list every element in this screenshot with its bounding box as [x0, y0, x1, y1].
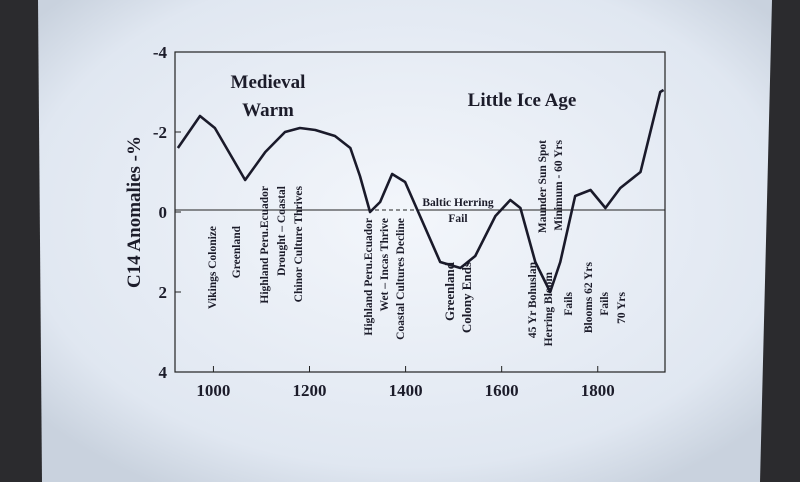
- event-note: 70 Yrs: [616, 291, 628, 323]
- y-tick-label: -4: [153, 43, 168, 62]
- y-tick-label: 4: [159, 363, 168, 382]
- annotation: Fail: [448, 213, 467, 225]
- event-note: Highland Peru.Ecuador: [259, 186, 271, 304]
- x-tick-label: 1200: [293, 381, 327, 400]
- event-note: 45 Yr Bohuslan: [527, 261, 539, 338]
- event-note: Wet – Incas Thrive: [379, 218, 391, 311]
- event-note: Greenland: [231, 225, 243, 278]
- event-note: Fails: [599, 291, 611, 315]
- y-axis-label: C14 Anomalies -%: [124, 136, 145, 288]
- annotation: Warm: [242, 100, 294, 121]
- event-note: Greenland: [442, 261, 457, 321]
- event-note: Maunder Sun Spot: [537, 140, 549, 233]
- data-line: [176, 88, 665, 294]
- x-tick-label: 1000: [196, 381, 230, 400]
- event-note: Colony Ends: [459, 262, 474, 333]
- x-tick-label: 1800: [581, 381, 615, 400]
- event-note: Coastal Cultures Decline: [395, 218, 407, 340]
- event-note: Fails: [563, 291, 575, 315]
- event-note: Chinor Culture Thrives: [293, 185, 305, 302]
- x-tick-label: 1400: [389, 381, 423, 400]
- slide: [38, 0, 772, 482]
- event-note: Blooms 62 Yrs: [583, 261, 595, 333]
- annotation: Baltic Herring: [422, 197, 493, 209]
- event-note: Vikings Colonize: [207, 226, 219, 309]
- y-tick-label: 2: [159, 283, 168, 302]
- event-note: Highland Peru.Ecuador: [363, 218, 375, 336]
- event-note: Drought – Coastal: [276, 186, 288, 276]
- y-tick-label: -2: [153, 123, 167, 142]
- event-notes: Vikings Colonize Greenland Highland Peru…: [207, 139, 628, 346]
- annotation: Little Ice Age: [468, 90, 577, 111]
- annotation: Medieval: [231, 72, 306, 93]
- event-note: Minimum - 60 Yrs: [553, 139, 565, 230]
- y-tick-label: 0: [159, 203, 168, 222]
- x-tick-label: 1600: [485, 381, 519, 400]
